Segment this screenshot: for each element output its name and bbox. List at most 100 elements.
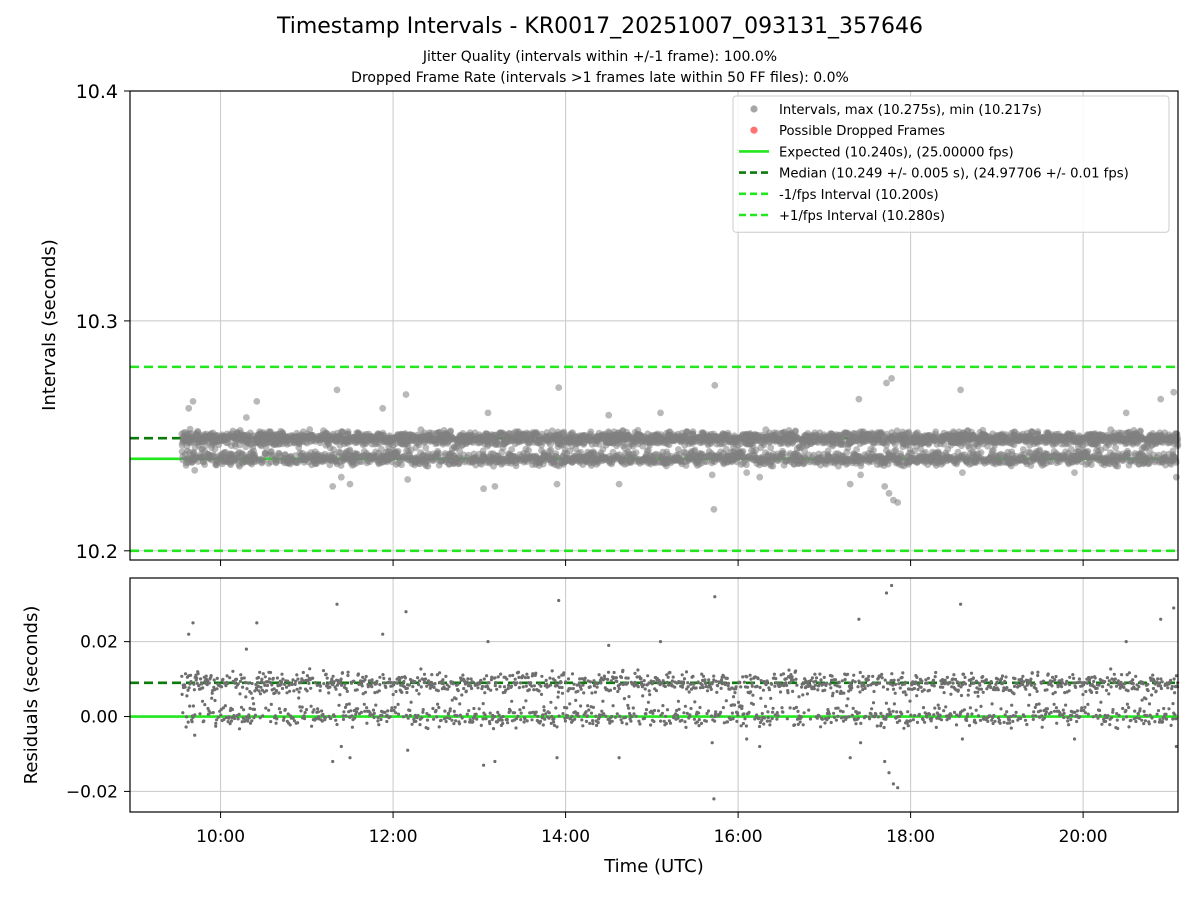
residual-point (430, 673, 434, 677)
residual-point (247, 716, 251, 720)
residual-point (252, 702, 256, 706)
residual-point (454, 719, 458, 723)
residual-point (381, 673, 385, 677)
residual-point (219, 713, 223, 717)
residual-point (372, 711, 376, 716)
residual-point (298, 686, 302, 690)
residual-point (243, 680, 248, 685)
residual-point (458, 702, 462, 706)
residual-point (193, 713, 197, 717)
residual-point (187, 686, 191, 690)
residual-point (316, 710, 320, 714)
residual-point (384, 685, 388, 690)
legend-label: +1/fps Interval (10.280s) (779, 209, 945, 224)
interval-point (1170, 388, 1178, 396)
residual-point (448, 707, 452, 711)
dropped-frame-rate-subtitle: Dropped Frame Rate (intervals >1 frames … (351, 70, 849, 86)
residual-point (361, 675, 365, 679)
residual-point (410, 722, 414, 726)
interval-point (632, 449, 640, 456)
residual-point (309, 686, 313, 690)
interval-point (977, 449, 985, 456)
residual-point (436, 702, 440, 706)
residual-point (327, 691, 331, 695)
residual-point (250, 719, 254, 723)
residual-point (363, 678, 367, 682)
residual-point (325, 676, 329, 680)
residual-point (444, 719, 448, 724)
residual-point (432, 685, 436, 690)
interval-point (689, 428, 697, 435)
residual-point (394, 711, 398, 715)
interval-point (657, 409, 664, 417)
residual-point (274, 689, 279, 693)
residual-point (236, 717, 240, 721)
residual-point (290, 682, 294, 687)
residual-point (338, 693, 342, 697)
jitter-quality-subtitle: Jitter Quality (intervals within +/-1 fr… (422, 49, 778, 65)
residual-point (426, 726, 430, 731)
residual-point (418, 723, 422, 727)
residual-point (383, 710, 387, 715)
residual-point (363, 690, 368, 694)
residual-point (471, 720, 475, 724)
interval-point (739, 448, 747, 455)
residual-point (464, 689, 468, 693)
interval-point (756, 473, 764, 481)
residual-point (221, 677, 225, 682)
residual-point (229, 719, 234, 723)
interval-point (555, 384, 563, 391)
residual-point (368, 711, 372, 715)
residual-point (438, 671, 442, 675)
residual-point (189, 680, 193, 684)
residual-point (184, 725, 188, 729)
residual-point (293, 682, 297, 687)
residual-point (215, 687, 219, 691)
interval-point (191, 466, 199, 474)
residual-point (439, 718, 443, 722)
residual-point (292, 689, 296, 693)
residual-point (385, 719, 389, 724)
residual-point (372, 715, 376, 720)
residual-point (345, 689, 349, 694)
legend-label: Possible Dropped Frames (779, 124, 945, 139)
residual-point (238, 692, 242, 696)
residual-point (414, 719, 418, 724)
residual-point (395, 681, 399, 685)
interval-point (508, 446, 516, 453)
residual-point (393, 705, 397, 709)
residual-point (318, 689, 322, 693)
residual-point (347, 702, 351, 706)
residual-point (360, 684, 364, 688)
y-tick-label: 10.2 (76, 541, 118, 563)
interval-point (855, 395, 863, 403)
residual-point (477, 707, 481, 711)
residual-point (427, 713, 431, 718)
interval-point (853, 446, 860, 453)
interval-point (379, 404, 387, 412)
residual-point (408, 713, 412, 718)
residual-point (282, 716, 286, 720)
residual-point (238, 679, 243, 684)
residual-point (362, 702, 366, 706)
residual-point (225, 681, 230, 686)
residual-point (346, 670, 350, 674)
residual-point (188, 704, 192, 708)
residual-point (248, 706, 252, 711)
interval-point (710, 506, 718, 513)
residual-point (296, 677, 300, 681)
residual-point (305, 689, 309, 693)
residual-point (242, 708, 246, 712)
residual-point (258, 692, 262, 696)
residual-point (303, 711, 307, 715)
residual-point (330, 677, 334, 681)
interval-point (894, 499, 902, 506)
residual-point (411, 685, 415, 689)
residual-point (249, 691, 253, 695)
residual-point (407, 683, 411, 687)
residual-point (239, 705, 244, 709)
residual-point (309, 704, 313, 708)
residual-point (256, 681, 260, 685)
residual-point (313, 681, 318, 685)
residual-point (233, 716, 237, 721)
